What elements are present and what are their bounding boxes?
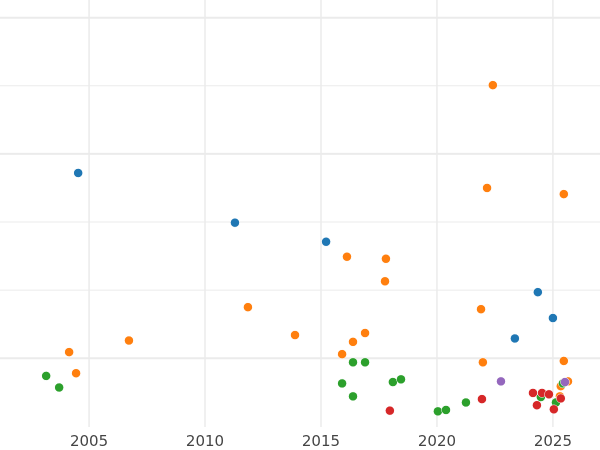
data-point	[124, 335, 134, 346]
data-point	[556, 393, 566, 404]
data-point	[478, 357, 488, 368]
data-point	[64, 347, 74, 357]
x-axis-ticks: 2005 2010 2015 2020 2025	[70, 432, 572, 450]
data-point	[528, 388, 538, 398]
data-point	[461, 397, 471, 408]
data-point	[532, 400, 542, 410]
data-points	[41, 80, 573, 417]
data-point	[548, 313, 558, 323]
data-point	[380, 276, 390, 287]
data-point	[488, 80, 498, 90]
data-point	[476, 304, 486, 314]
data-point	[348, 391, 358, 402]
x-tick-label: 2020	[418, 432, 456, 450]
data-point	[433, 406, 443, 417]
x-tick-label: 2015	[302, 432, 340, 450]
data-point	[243, 302, 253, 312]
data-point	[560, 377, 570, 387]
data-point	[230, 217, 240, 228]
data-point	[73, 168, 83, 178]
data-point	[559, 189, 569, 199]
x-tick-label: 2025	[534, 432, 572, 450]
data-point	[510, 333, 520, 344]
data-point	[385, 405, 395, 416]
data-point	[348, 337, 358, 347]
data-point	[544, 389, 554, 400]
data-point	[441, 405, 451, 415]
x-tick-label: 2010	[186, 432, 224, 450]
data-point	[559, 356, 569, 366]
data-point	[337, 349, 347, 359]
data-point	[396, 374, 406, 385]
data-point	[41, 371, 51, 381]
data-point	[549, 404, 559, 415]
data-point	[342, 251, 352, 262]
data-point	[482, 183, 492, 193]
x-tick-label: 2005	[70, 432, 108, 450]
data-point	[321, 237, 331, 247]
data-point	[477, 394, 487, 404]
data-point	[348, 357, 358, 368]
data-point	[360, 328, 370, 338]
data-point	[496, 376, 506, 387]
data-point	[54, 382, 64, 393]
data-point	[71, 368, 81, 378]
data-point	[388, 377, 398, 387]
data-point	[337, 378, 347, 389]
data-point	[360, 357, 370, 368]
data-point	[381, 254, 391, 264]
data-point	[533, 287, 543, 297]
gridlines	[0, 0, 600, 427]
data-point	[290, 330, 300, 340]
